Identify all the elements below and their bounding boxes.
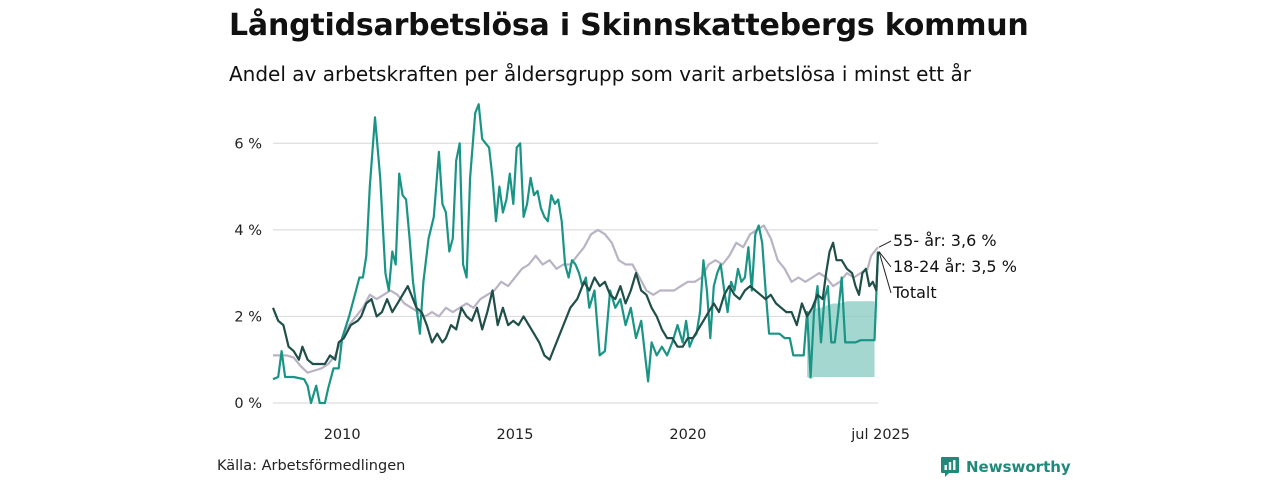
series-end-label: 55- år: 3,6 %	[893, 231, 997, 250]
axis-labels: 0 % 2 % 4 % 6 % 2010 2015 2020 jul 2025	[234, 136, 910, 443]
series-line-18-24-r	[272, 103, 880, 405]
uncertainty-band-layer	[807, 301, 875, 380]
x-tick-label: 2015	[497, 427, 534, 443]
uncertainty-band	[807, 301, 875, 380]
series-line-55-r	[273, 224, 879, 374]
series-end-label: Totalt	[892, 283, 937, 302]
label-leader-line	[878, 251, 892, 294]
series-end-label: 18-24 år: 3,5 %	[893, 257, 1017, 276]
series-lines	[271, 103, 880, 405]
series-line-totalt	[271, 241, 880, 366]
newsworthy-logo-icon	[941, 457, 959, 477]
x-tick-label: 2010	[324, 427, 361, 443]
source-note: Källa: Arbetsförmedlingen	[217, 458, 406, 474]
chart-subtitle: Andel av arbetskraften per åldersgrupp s…	[229, 62, 971, 86]
x-tick-label: 2020	[669, 427, 706, 443]
y-tick-label: 0 %	[234, 396, 262, 412]
x-tick-label: jul 2025	[850, 427, 910, 443]
brand-logo[interactable]: Newsworthy	[940, 456, 1071, 478]
y-tick-label: 2 %	[234, 309, 262, 325]
y-tick-label: 6 %	[234, 136, 262, 152]
label-leader-line	[878, 240, 892, 248]
end-labels: 55- år: 3,6 % 18-24 år: 3,5 % Totalt	[878, 231, 1017, 302]
brand-name: Newsworthy	[966, 458, 1071, 476]
y-tick-label: 4 %	[234, 223, 262, 239]
label-leader-line	[878, 251, 892, 268]
chart-title: Långtidsarbetslösa i Skinnskattebergs ko…	[229, 8, 1029, 43]
